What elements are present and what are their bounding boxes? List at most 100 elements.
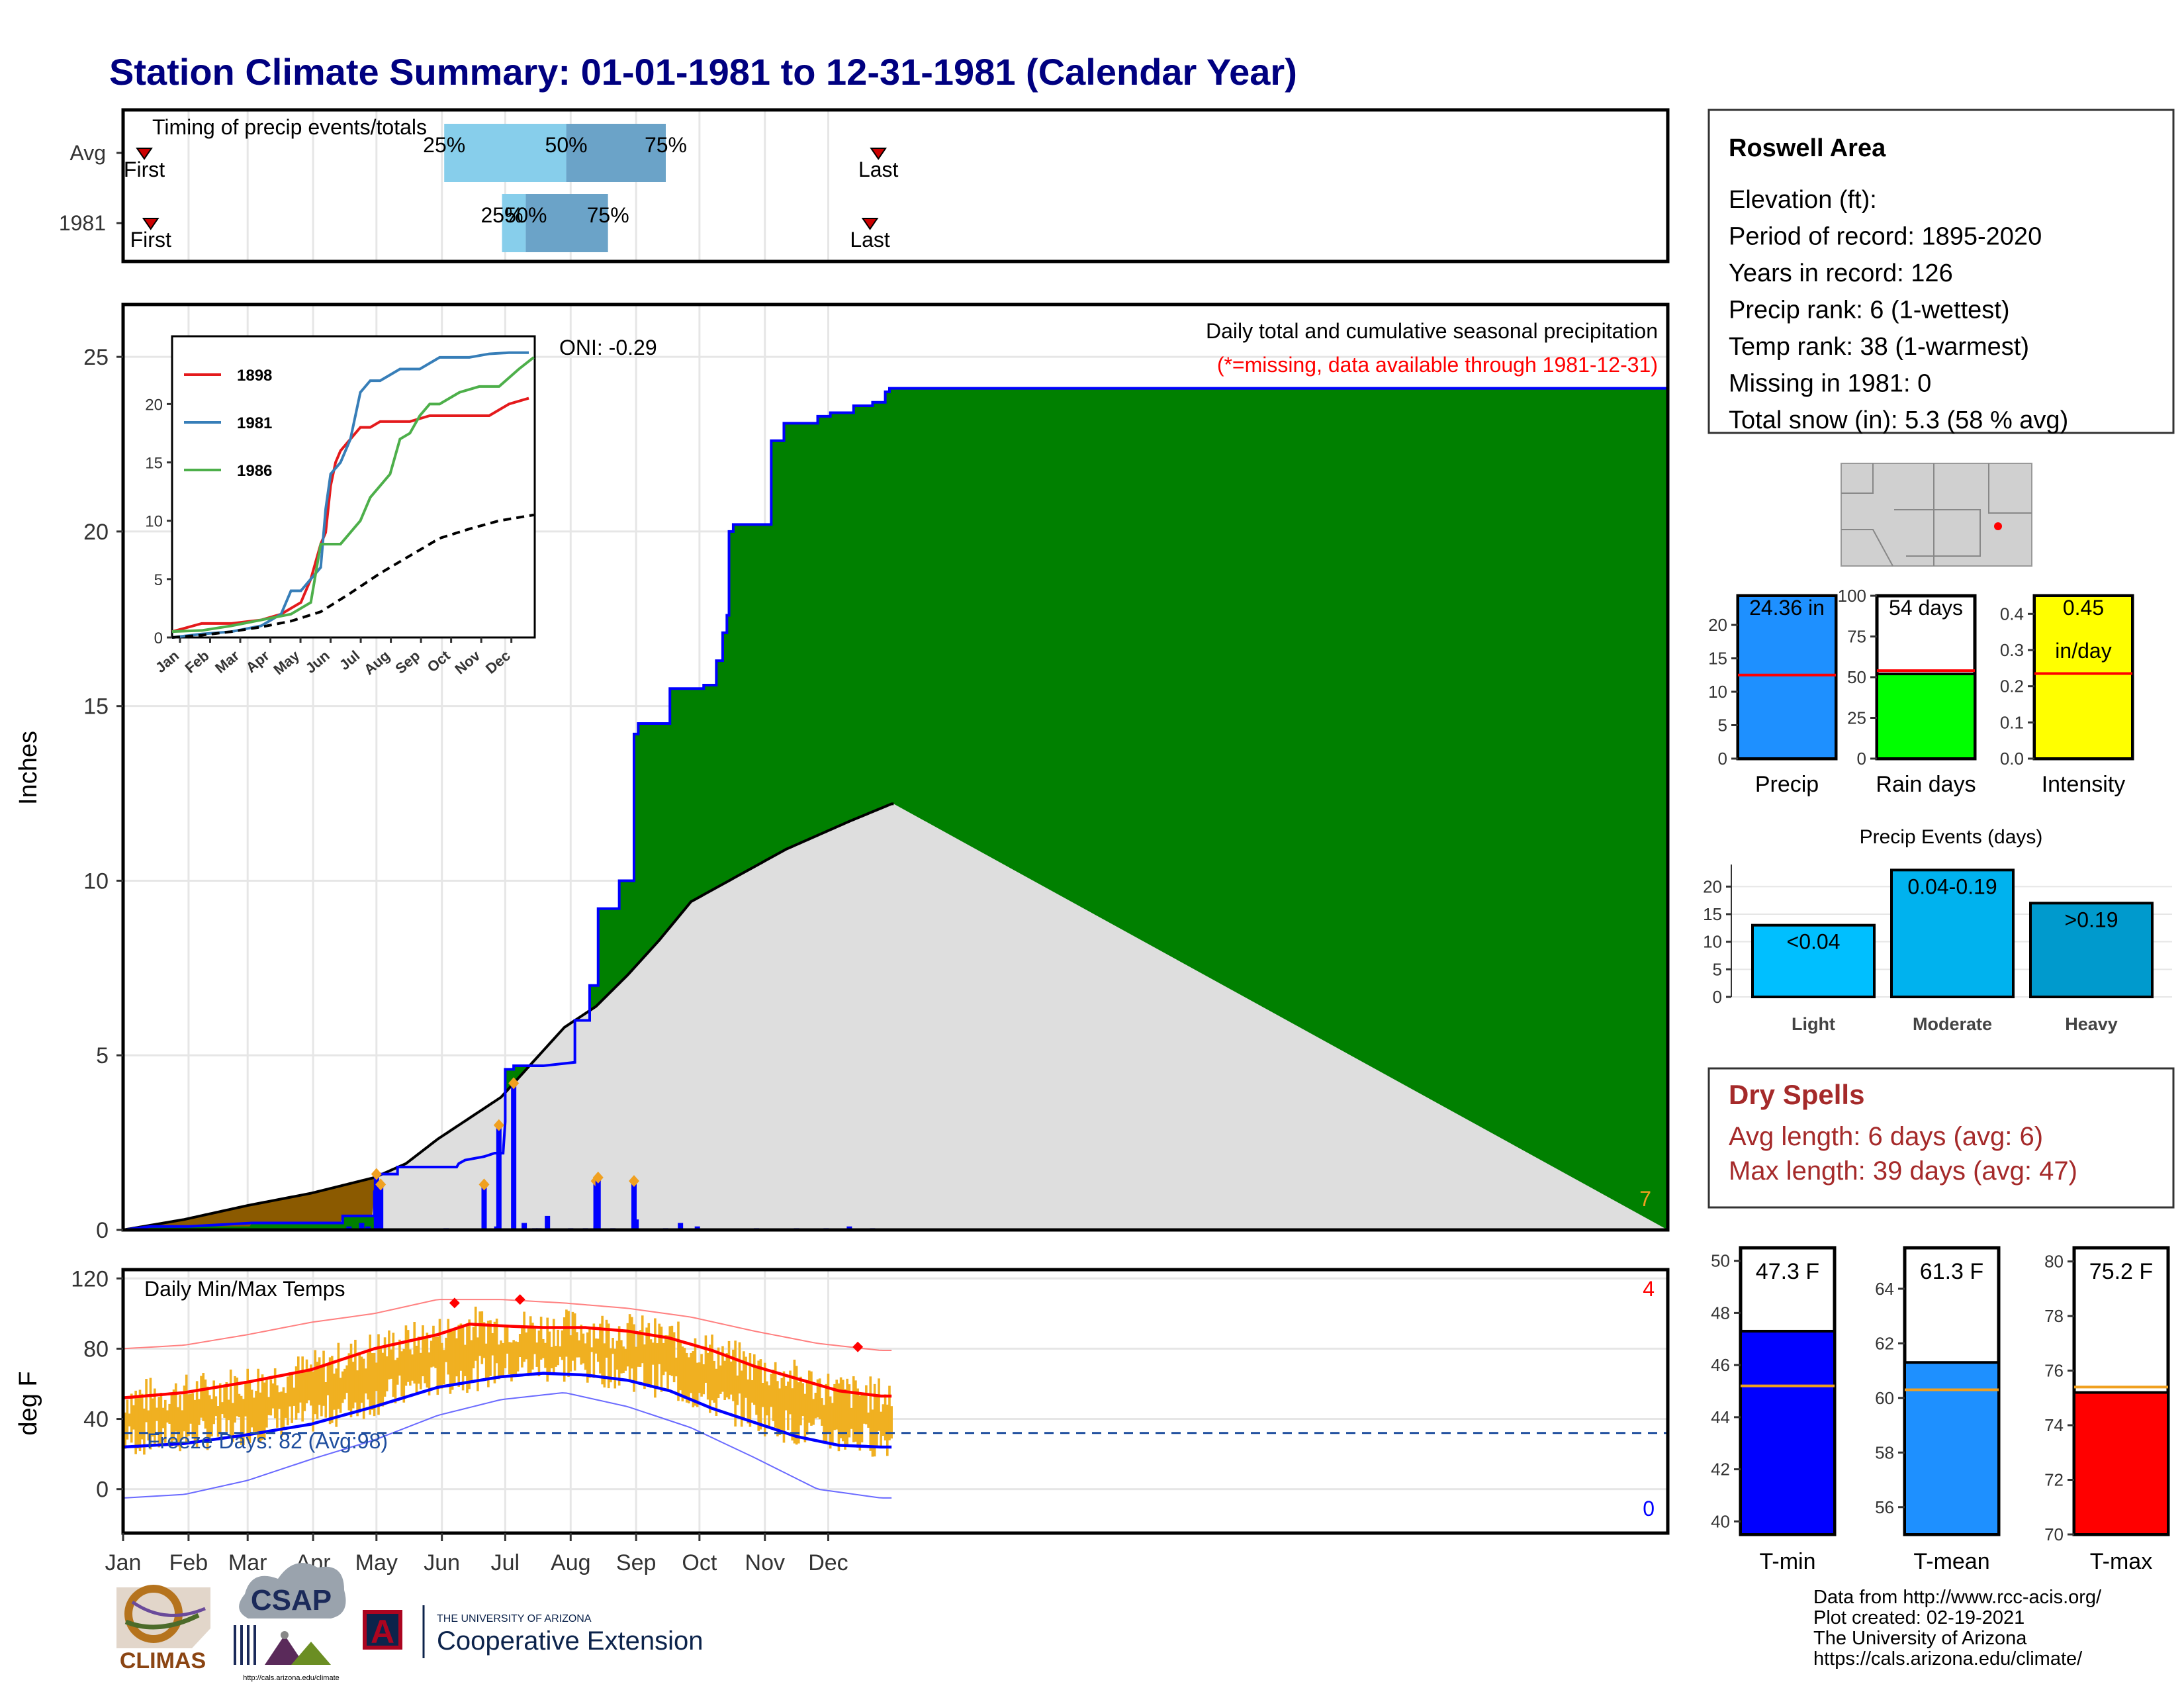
daily-temp-bar [715,1368,718,1417]
daily-temp-bar [709,1344,711,1413]
daily-temp-bar [445,1337,447,1362]
csap-logo: CSAP http://cals.arizona.edu/climate [234,1562,346,1682]
daily-temp-bar [415,1345,418,1393]
daily-temp-bar [181,1410,184,1440]
daily-temp-bar [500,1340,502,1376]
temp-y-tick-label: 120 [71,1266,109,1291]
timing-q25-q50-bar [502,194,526,252]
normal-cumulative-line [122,802,894,1231]
daily-temp-bar [569,1335,572,1372]
stat-bar-value: 24.36 in [1749,596,1825,620]
daily-temp-bar [776,1381,779,1436]
daily-temp-bar [738,1342,741,1394]
ua-name: THE UNIVERSITY OF ARIZONA [437,1613,592,1624]
daily-temp-bar [480,1311,484,1364]
record-high-marker [449,1297,460,1309]
temp-stat-tick-label: 64 [1875,1279,1894,1299]
daily-temp-bar [814,1392,817,1419]
month-tick-label: Oct [682,1550,717,1575]
station-info-line: Elevation (ft): [1729,186,1877,214]
daily-temp-bar [803,1393,807,1442]
stat-bar-tick-label: 0 [1718,749,1727,769]
daily-temp-bar [172,1389,175,1441]
daily-temp-bar [719,1365,722,1394]
daily-temp-bar [472,1327,475,1369]
daily-temp-bar [658,1323,661,1364]
daily-temp-bar [512,1340,515,1375]
daily-temp-bar [852,1376,855,1442]
precip-y-tick-label: 5 [96,1043,109,1068]
temp-stat-tick-label: 76 [2044,1361,2064,1381]
station-name: Roswell Area [1729,134,1886,162]
daily-temp-bar [156,1407,158,1421]
daily-temp-bar [745,1356,747,1398]
timing-q50-label: 50% [545,133,588,157]
daily-temp-bar [271,1383,275,1409]
temp-stat-tick-label: 44 [1711,1407,1730,1427]
daily-temp-bar [749,1353,752,1427]
stat-bar-fill [1876,673,1976,761]
temp-stat-tick-label: 50 [1711,1251,1730,1271]
daily-temp-bar [766,1381,768,1416]
daily-temp-bar [702,1364,705,1395]
heavy-event-marker [375,1178,387,1191]
daily-temp-bar [647,1323,651,1384]
daily-temp-bar [677,1321,680,1401]
csap-url: http://cals.arizona.edu/climate [243,1674,340,1682]
stat-bar-tick-label: 50 [1847,667,1866,687]
daily-temp-bar [463,1344,467,1376]
daily-temp-bar [821,1398,823,1426]
daily-temp-bar [261,1374,264,1440]
footer-credits: Data from http://www.rcc-acis.org/Plot c… [1813,1587,2102,1669]
daily-temp-bar [725,1353,729,1398]
daily-temp-bar [882,1404,885,1436]
daily-temp-bar [666,1335,669,1391]
daily-temp-bar [656,1343,659,1387]
daily-temp-bar [563,1317,566,1382]
daily-temp-bar [778,1388,781,1435]
daily-temp-bar [477,1337,479,1391]
stat-bar-tick-label: 0.4 [2000,604,2024,624]
timing-q25-label: 25% [481,203,523,227]
daily-temp-bar [210,1399,213,1436]
daily-temp-bar [637,1333,640,1367]
locator-map [1841,463,2032,567]
daily-precip-bar [846,1226,852,1230]
stat-bar-tick-label: 10 [1708,682,1727,702]
daily-temp-bar [358,1354,361,1413]
daily-temp-bar [208,1395,211,1438]
daily-temp-bar [347,1353,351,1411]
daily-temp-bar [385,1356,388,1391]
daily-temp-bar [582,1333,585,1364]
daily-temp-bar [734,1340,737,1427]
stat-bar-label: Intensity [2042,772,2126,797]
ua-block-a: A [371,1613,394,1650]
daily-temp-bar [322,1350,325,1406]
daily-temp-bar [185,1374,188,1442]
stat-bar-fill [1737,594,1837,760]
daily-temp-bar [757,1360,760,1431]
daily-temp-bar [164,1399,167,1443]
climas-logo-text: CLIMAS [120,1648,206,1673]
daily-precip-bar [365,1226,371,1230]
daily-temp-bar [216,1406,220,1437]
daily-temp-bar [278,1392,281,1409]
daily-temp-bar [588,1327,591,1378]
daily-temp-bar [557,1329,559,1366]
daily-temp-bar [491,1333,494,1356]
daily-temp-bar [535,1342,539,1367]
temp-y-tick-label: 40 [83,1407,109,1432]
daily-temp-bar [143,1408,146,1455]
daily-temp-bar [455,1338,458,1377]
precip-y-tick-label: 10 [83,868,109,894]
stat-bar-value-unit: in/day [2055,639,2111,663]
inset-y-tick-label: 15 [145,455,163,473]
daily-temp-bar [848,1384,851,1438]
daily-temp-bar [789,1370,792,1415]
daily-temp-bar [628,1314,631,1381]
daily-temp-bar [130,1393,133,1443]
daily-temp-bar [533,1329,536,1354]
daily-temp-bar [282,1387,285,1429]
